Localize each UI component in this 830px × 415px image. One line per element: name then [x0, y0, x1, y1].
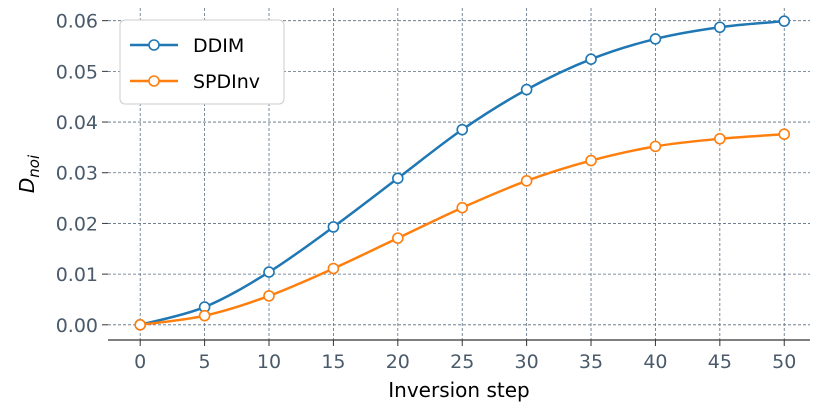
series-group [134, 15, 791, 331]
x-tick-label: 35 [579, 351, 603, 373]
y-axis-label: Dnoi [15, 154, 43, 193]
y-axis-label-main: D [15, 178, 39, 193]
x-axis-label: Inversion step [388, 378, 529, 402]
y-tick-label: 0.01 [56, 264, 98, 286]
y-tick-label: 0.06 [56, 11, 98, 33]
x-tick-label: 40 [643, 351, 667, 373]
data-point-spdinv [778, 128, 791, 141]
data-point-ddim [585, 53, 597, 65]
legend-label-spdinv: SPDInv [193, 71, 260, 93]
x-tick-label: 5 [199, 351, 211, 373]
data-point-ddim [649, 33, 662, 45]
data-point-spdinv [198, 309, 211, 322]
data-point-spdinv [263, 290, 275, 302]
x-tick-label: 30 [515, 351, 539, 373]
y-tick-label: 0.00 [56, 315, 98, 337]
data-point-spdinv [714, 132, 726, 145]
legend-box [119, 19, 285, 105]
y-tick-label: 0.03 [56, 163, 98, 185]
data-point-spdinv [327, 262, 340, 275]
legend-label-ddim: DDIM [193, 35, 244, 57]
x-tick-label: 10 [257, 351, 281, 373]
data-point-ddim [778, 15, 791, 27]
y-tick-label: 0.02 [56, 213, 98, 235]
data-point-ddim [520, 83, 533, 96]
x-tick-label: 25 [450, 351, 474, 373]
grid [108, 8, 810, 340]
x-tick-label: 15 [321, 351, 345, 373]
y-tick-label: 0.05 [56, 61, 98, 83]
y-ticks: 0.00 0.01 0.02 0.03 0.04 0.05 0.06 [56, 11, 108, 337]
data-point-spdinv [134, 318, 147, 331]
x-tick-label: 50 [772, 351, 796, 373]
data-point-spdinv [520, 175, 533, 187]
data-point-spdinv [392, 232, 404, 244]
data-point-ddim [392, 172, 404, 185]
data-point-spdinv [585, 154, 597, 167]
x-tick-label: 20 [386, 351, 410, 373]
data-point-ddim [456, 123, 469, 136]
data-point-spdinv [649, 140, 662, 153]
legend-marker-ddim [148, 39, 160, 51]
data-point-ddim [714, 21, 726, 34]
x-tick-label: 45 [708, 351, 732, 373]
data-point-ddim [263, 266, 275, 278]
data-point-spdinv [456, 201, 469, 214]
data-point-ddim [327, 221, 340, 233]
y-tick-label: 0.04 [56, 112, 98, 134]
x-ticks: 0 5 10 15 20 25 30 35 40 45 50 [134, 340, 796, 373]
y-axis-label-sub: noi [25, 154, 43, 178]
legend-marker-spdinv [148, 75, 160, 87]
x-tick-label: 0 [134, 351, 146, 373]
legend: DDIM SPDInv [119, 19, 285, 105]
